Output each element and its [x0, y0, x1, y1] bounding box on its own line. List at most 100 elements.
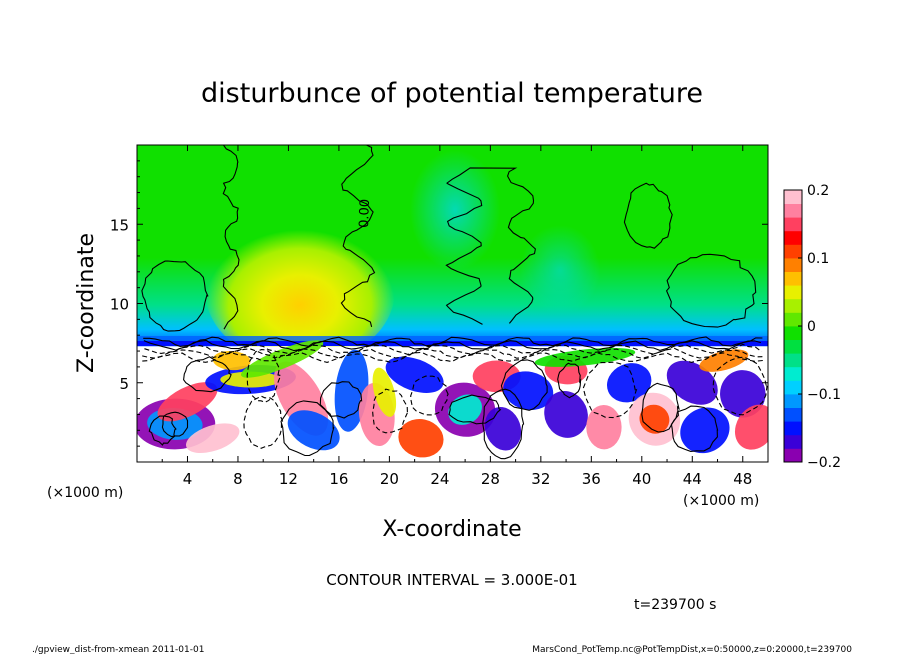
contour-swirl-5	[372, 388, 409, 434]
y-tick-label-0: 5	[119, 375, 129, 393]
colorbar-bin-16	[784, 230, 802, 245]
x-tick-label-0: 4	[183, 470, 193, 488]
colorbar-bin-7	[784, 353, 802, 368]
x-tick-label-1: 8	[233, 470, 243, 488]
anomaly-cell-22	[639, 404, 670, 434]
contour-swirl-6	[410, 375, 449, 416]
x-tick-label-5: 24	[430, 470, 449, 488]
colorbar-bin-14	[784, 258, 802, 272]
anomaly-cell-19	[586, 404, 622, 450]
x-tick-label-7: 32	[531, 470, 550, 488]
anomaly-cell-30	[398, 419, 444, 458]
colorbar-bin-2	[784, 421, 802, 436]
colorbar-bin-9	[784, 326, 802, 340]
contour-plume	[222, 145, 376, 330]
colorbar-bin-8	[784, 339, 802, 354]
anomaly-cell-17	[544, 391, 588, 438]
x-tick-label-2: 12	[279, 470, 298, 488]
x-tick-label-4: 20	[380, 470, 399, 488]
x-axis-label: X-coordinate	[382, 517, 521, 542]
contour-swirl-13	[712, 356, 768, 416]
contour-swirl-7	[448, 394, 502, 425]
colorbar-bin-4	[784, 394, 802, 408]
contour-inversion-4	[142, 351, 763, 363]
x-tick-label-3: 16	[329, 470, 348, 488]
colorbar-bin-11	[784, 298, 802, 313]
x-tick-label-9: 40	[632, 470, 651, 488]
contour-swirl-4	[319, 381, 363, 419]
colorbar-bin-17	[784, 217, 802, 232]
anomaly-cell-7	[287, 410, 340, 451]
plot-area	[137, 145, 768, 462]
anomaly-cell-3	[186, 423, 240, 454]
warm-anomaly	[205, 215, 395, 365]
anomaly-cell-24	[680, 407, 730, 454]
inversion-core	[137, 341, 768, 346]
contour-swirl-12	[670, 405, 719, 452]
contour-interval: CONTOUR INTERVAL = 3.000E-01	[326, 571, 577, 589]
colorbar-bin-15	[784, 244, 802, 259]
inversion-layer	[137, 336, 768, 343]
contour-cell-right	[665, 253, 757, 328]
contour-inversion-2	[144, 343, 763, 355]
contour-cell-low-left	[161, 411, 189, 438]
anomaly-cell-11	[385, 356, 444, 393]
colorbar-bin-1	[784, 434, 802, 449]
contour-swirl-3	[280, 400, 335, 457]
x-tick-label-6: 28	[481, 470, 500, 488]
anomaly-cell-10	[372, 367, 397, 417]
contour-swirl-1	[183, 356, 232, 393]
x-tick-label-8: 36	[582, 470, 601, 488]
anomaly-cell-5	[220, 371, 281, 388]
contour-inversion-3	[142, 347, 763, 360]
colorbar-bin-0	[784, 448, 802, 463]
anomaly-cell-20	[606, 363, 652, 403]
contour-vortex	[243, 395, 284, 449]
contour-cell-top-right	[623, 182, 673, 249]
x-axis: 4 8 12 16 20 24 28 32 36 40 44 48	[161, 145, 752, 488]
colorbar-bin-13	[784, 271, 802, 286]
colorbar-bin-18	[784, 203, 802, 218]
y-axis-label: Z-coordinate	[74, 233, 99, 373]
lower-field	[137, 340, 768, 462]
contour-inversion-1	[143, 339, 762, 352]
contour-plume-2	[445, 167, 536, 325]
x-axis-unit-left: (×1000 m)	[47, 485, 123, 501]
contour-inversion-0	[143, 336, 763, 347]
contour-swirl-9	[557, 362, 582, 399]
colorbar-bin-3	[784, 407, 802, 422]
colorbar-tick-label-3: −0.1	[807, 387, 841, 403]
colorbar-tick-label-0: 0.2	[807, 183, 829, 199]
contour-swirl-2	[246, 349, 282, 403]
colorbar-tick-label-2: 0	[807, 319, 816, 335]
anomaly-cell-2	[157, 382, 218, 422]
cyan-anomaly-2	[520, 225, 600, 315]
colorbar-tick-label-1: 0.1	[807, 251, 829, 267]
contour-label: 0.00	[357, 199, 373, 228]
contour-swirl-8	[500, 359, 548, 411]
footer-right: MarsCond_PotTemp.nc@PotTempDist,x=0:5000…	[532, 645, 852, 654]
x-tick-label-10: 44	[683, 470, 702, 488]
colorbar-bin-6	[784, 366, 802, 381]
contour-lines	[141, 145, 768, 460]
colorbar-bin-19	[784, 190, 802, 204]
contour-cell-left	[141, 260, 209, 332]
chart-title: disturbunce of potential temperature	[201, 78, 703, 109]
anomaly-cell-31	[699, 349, 749, 372]
colorbar: 0.2 0.1 0 −0.1 −0.2	[783, 183, 841, 471]
footer-left: ./gpview_dist-from-xmean 2011-01-01	[32, 645, 204, 654]
colorbar-bin-12	[784, 285, 802, 300]
x-tick-label-11: 48	[733, 470, 752, 488]
contour-swirl-10	[582, 361, 638, 419]
x-axis-unit-right: (×1000 m)	[683, 493, 759, 509]
colorbar-tick-label-4: −0.2	[807, 455, 841, 471]
anomaly-cell-23	[666, 360, 718, 405]
colorbar-bin-10	[784, 312, 802, 327]
colorbar-bin-5	[784, 380, 802, 395]
contour-swirl-0	[148, 415, 177, 446]
anomaly-cell-13	[448, 394, 483, 425]
y-tick-label-1: 10	[110, 296, 129, 314]
y-tick-label-2: 15	[110, 216, 129, 234]
time-stamp: t=239700 s	[634, 597, 716, 613]
